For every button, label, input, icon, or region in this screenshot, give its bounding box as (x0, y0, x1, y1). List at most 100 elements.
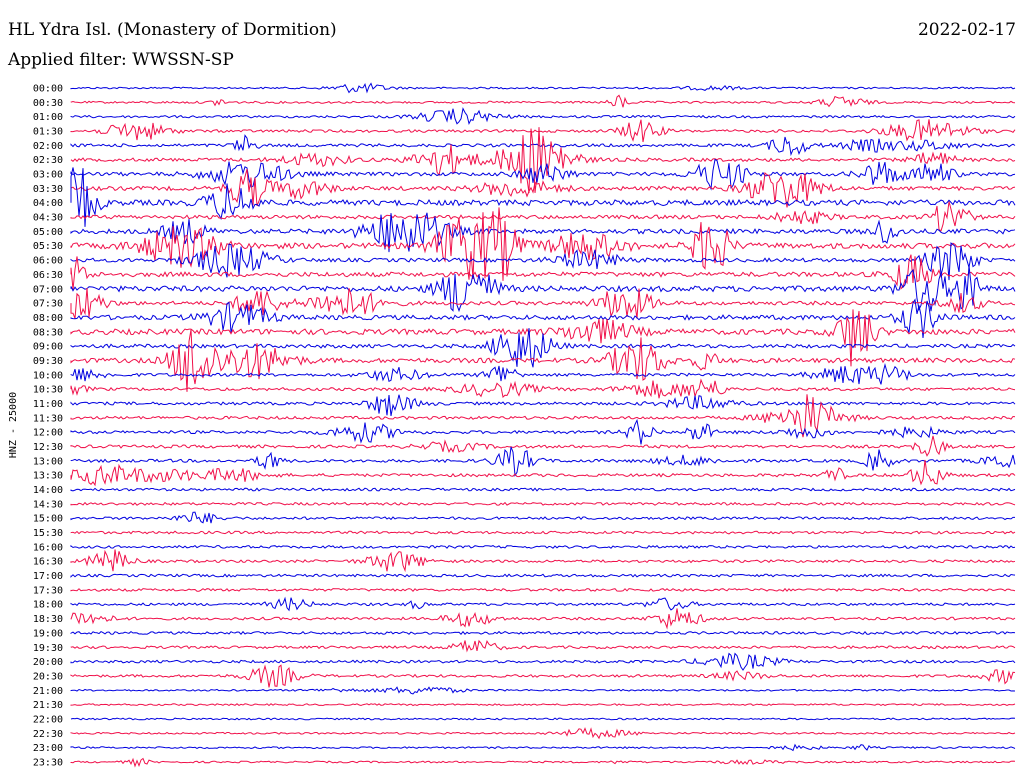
tick-label: 10:00 (33, 370, 63, 381)
tick-label: 14:30 (33, 499, 63, 510)
tick-label: 10:30 (33, 385, 63, 396)
tick-label: 09:30 (33, 356, 63, 367)
tick-label: 21:00 (33, 686, 63, 697)
trace-1630 (70, 549, 1016, 573)
tick-label: 05:00 (33, 227, 63, 238)
trace-1130 (70, 394, 1016, 438)
tick-label: 06:30 (33, 270, 63, 281)
y-axis-label: HNZ - 25000 (8, 392, 19, 458)
tick-label: 07:00 (33, 284, 63, 295)
tick-label: 13:00 (33, 456, 63, 467)
trace-1330 (70, 459, 1016, 487)
tick-label: 19:30 (33, 643, 63, 654)
tick-label: 00:30 (33, 98, 63, 109)
tick-label: 18:00 (33, 600, 63, 611)
trace-1100 (70, 394, 1016, 416)
trace-0800 (70, 298, 1016, 338)
tick-label: 20:00 (33, 657, 63, 668)
trace-0030 (70, 94, 1016, 108)
tick-label: 02:30 (33, 155, 63, 166)
trace-1700 (70, 573, 1016, 578)
tick-label: 17:30 (33, 585, 63, 596)
trace-1000 (70, 362, 1016, 385)
trace-group (70, 82, 1016, 768)
tick-label: 03:00 (33, 170, 63, 181)
tick-label: 01:00 (33, 112, 63, 123)
tick-label: 00:00 (33, 84, 63, 95)
trace-2130 (70, 703, 1016, 707)
trace-2030 (70, 664, 1016, 688)
tick-label: 11:00 (33, 399, 63, 410)
trace-1400 (70, 487, 1016, 492)
trace-2000 (70, 652, 1016, 671)
trace-1300 (70, 446, 1016, 477)
filter-label: Applied filter: WWSSN-SP (8, 50, 234, 70)
trace-0930 (70, 329, 1016, 392)
trace-0300 (70, 158, 1016, 191)
trace-0400 (70, 167, 1016, 227)
trace-0500 (70, 212, 1016, 253)
trace-0630 (70, 254, 1016, 290)
tick-label: 12:00 (33, 428, 63, 439)
tick-label: 15:00 (33, 514, 63, 525)
tick-label: 20:30 (33, 671, 63, 682)
trace-0900 (70, 328, 1016, 368)
tick-label: 23:00 (33, 743, 63, 754)
tick-label: 15:30 (33, 528, 63, 539)
tick-label: 17:00 (33, 571, 63, 582)
tick-label: 05:30 (33, 241, 63, 252)
tick-label: 23:30 (33, 757, 63, 768)
tick-label: 03:30 (33, 184, 63, 195)
trace-1500 (70, 511, 1015, 524)
trace-1200 (70, 418, 1016, 445)
trace-2330 (70, 757, 1016, 768)
tick-label: 14:00 (33, 485, 63, 496)
trace-0100 (70, 107, 1016, 126)
tick-label: 16:00 (33, 542, 63, 553)
tick-label: 18:30 (33, 614, 63, 625)
tick-label: 13:30 (33, 471, 63, 482)
trace-1800 (70, 596, 1016, 612)
station-title: HL Ydra Isl. (Monastery of Dormition) (8, 20, 337, 40)
trace-2230 (70, 727, 1016, 740)
tick-label: 11:30 (33, 413, 63, 424)
trace-1430 (70, 501, 1016, 506)
trace-0530 (70, 207, 1016, 281)
tick-label: 04:00 (33, 198, 63, 209)
tick-label-group: 00:00 00:30 01:00 01:30 02:00 02:30 03:00 03:30… (33, 84, 63, 769)
trace-0700 (70, 265, 1016, 313)
tick-label: 22:00 (33, 714, 63, 725)
trace-1030 (70, 378, 1016, 399)
trace-1930 (70, 639, 1016, 653)
trace-1600 (70, 544, 1016, 549)
tick-label: 01:30 (33, 127, 63, 138)
trace-0130 (70, 119, 1016, 143)
trace-1530 (70, 530, 1016, 535)
tick-label: 09:00 (33, 342, 63, 353)
tick-label: 04:30 (33, 213, 63, 224)
tick-label: 07:30 (33, 299, 63, 310)
trace-0230 (70, 127, 1016, 194)
trace-0730 (70, 287, 1016, 319)
trace-2200 (70, 717, 1016, 721)
trace-1730 (70, 587, 1016, 592)
trace-2100 (70, 686, 1016, 695)
tick-label: 08:30 (33, 327, 63, 338)
tick-label: 16:30 (33, 557, 63, 568)
tick-label: 06:00 (33, 256, 63, 267)
trace-0430 (70, 201, 1016, 232)
tick-label: 02:00 (33, 141, 63, 152)
tick-label: 21:30 (33, 700, 63, 711)
trace-0000 (70, 82, 1016, 94)
trace-0600 (70, 242, 1016, 281)
trace-1230 (70, 435, 1016, 457)
trace-0830 (70, 309, 1016, 367)
trace-1900 (70, 630, 1016, 635)
tick-label: 12:30 (33, 442, 63, 453)
record-date: 2022-02-17 (917, 20, 1016, 40)
trace-1830 (70, 608, 1016, 630)
trace-2300 (70, 743, 1016, 752)
tick-label: 08:00 (33, 313, 63, 324)
tick-label: 22:30 (33, 729, 63, 740)
